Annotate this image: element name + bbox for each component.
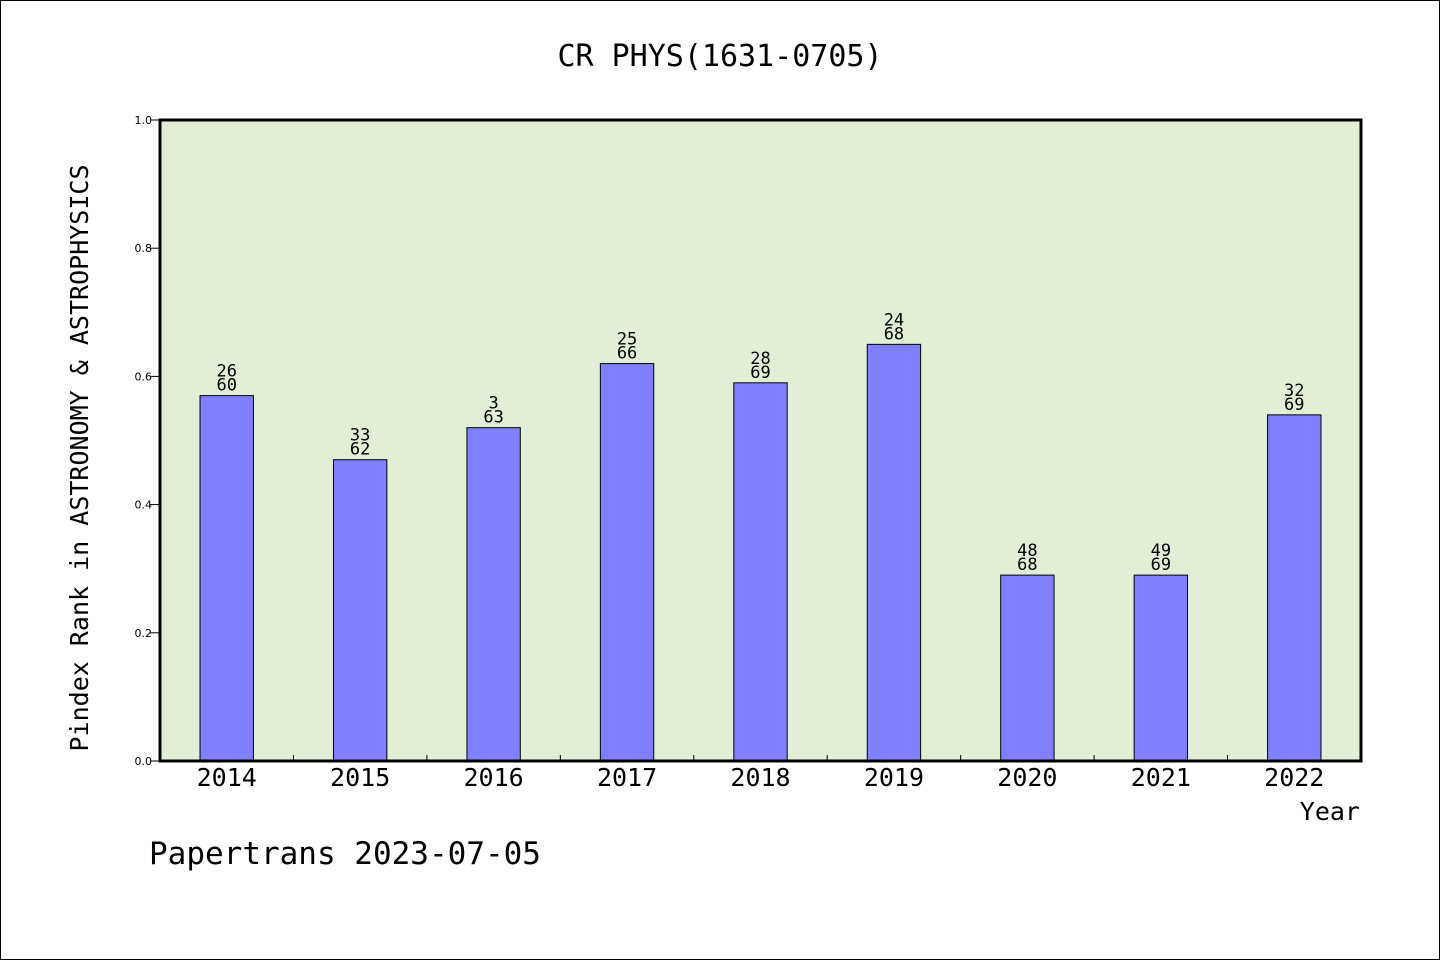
bar-2021 [1133,574,1189,762]
x-tick-label: 2017 [597,763,657,792]
rank-label-bottom: 66 [617,344,637,364]
bar-2016 [466,427,521,762]
x-tick-label: 2015 [330,763,390,792]
x-tick-label: 2020 [997,763,1057,792]
rank-label-top: 28 [750,349,770,369]
footer-credit: Papertrans 2023-07-05 [149,836,541,872]
y-tick-label: 0.8 [135,242,153,255]
rank-label-bottom: 68 [1017,555,1037,575]
y-tick-label: 0.0 [135,755,153,768]
rank-label-bottom: 62 [350,440,370,460]
chart-title: CR PHYS(1631-0705) [557,39,882,74]
rank-label-top: 32 [1284,381,1304,401]
rank-label-bottom: 60 [216,376,236,396]
rank-label-bottom: 69 [750,363,770,383]
y-axis: 0.0 0.2 0.4 0.6 0.8 1.0 [135,114,160,768]
rank-label-bottom: 69 [1284,395,1304,415]
x-tick-label: 2021 [1131,763,1191,792]
x-tick-label: 2019 [864,763,924,792]
x-tick-label: 2022 [1264,763,1324,792]
rank-label-top: 48 [1017,541,1037,561]
bar-2017 [599,363,655,762]
x-tick-label: 2016 [464,763,524,792]
bar-2015 [332,459,388,762]
bar-series [199,343,1322,762]
bar-2018 [733,382,788,762]
bar-2022 [1267,414,1322,762]
rank-label-bottom: 68 [884,324,904,344]
x-tick-label: 2014 [197,763,257,792]
rank-label-bottom: 63 [483,408,503,428]
bar-2020 [1000,574,1055,762]
bar-2019 [866,343,922,762]
y-tick-label: 0.6 [135,370,153,383]
x-tick-label: 2018 [730,763,790,792]
rank-label-top: 24 [884,310,904,330]
rank-label-top: 33 [350,426,370,446]
y-tick-label: 0.2 [135,627,153,640]
y-axis-label: Pindex Rank in ASTRONOMY & ASTROPHYSICS [65,165,94,752]
rank-label-top: 25 [617,330,637,350]
rank-label-top: 49 [1151,541,1171,561]
x-axis-label: Year [1300,797,1360,826]
y-tick-label: 1.0 [135,114,153,127]
y-tick-label: 0.4 [135,499,153,512]
x-axis: 2014 2015 2016 2017 2018 2019 2020 2021 2022 [197,755,1324,792]
bar-2014 [199,395,254,762]
rank-label-top: 26 [216,362,236,382]
rank-label-bottom: 69 [1151,555,1171,575]
plot-border [158,118,1363,763]
rank-label-top: 3 [488,394,498,414]
